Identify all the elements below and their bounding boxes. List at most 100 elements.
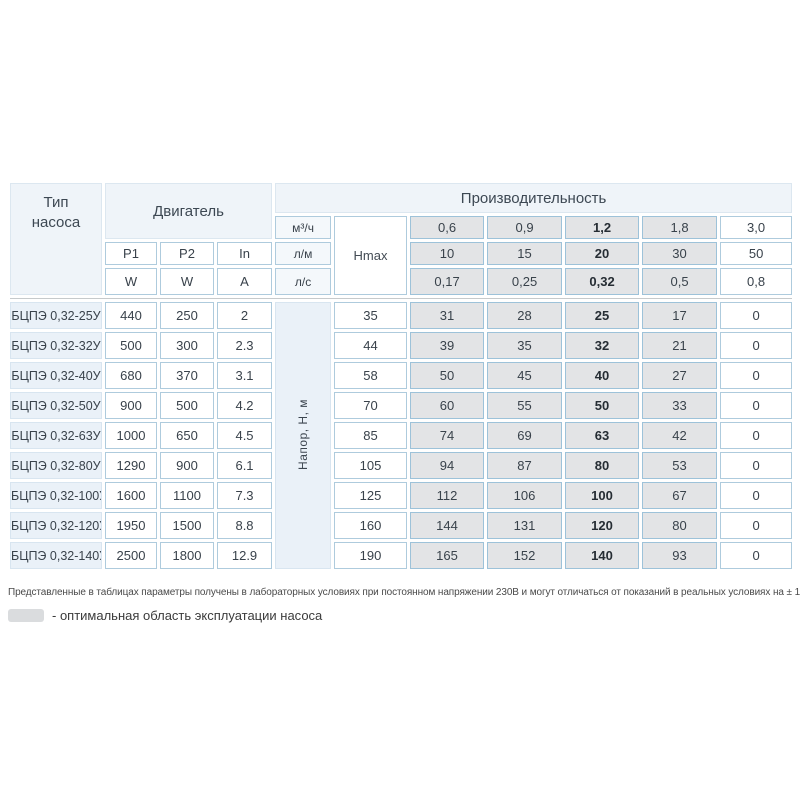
head-value-cell: 53 <box>642 452 718 479</box>
motor-unit-w2: W <box>160 268 214 295</box>
head-value-cell-optimal: 32 <box>565 332 640 359</box>
head-value-cell: 27 <box>642 362 718 389</box>
flow-value-cell: 1,8 <box>642 216 718 239</box>
pump-name-cell: БЦПЭ 0,32-63У <box>10 422 102 449</box>
flow-value-cell-optimal: 1,2 <box>565 216 640 239</box>
flow-value-cell: 0,8 <box>720 268 793 295</box>
flow-value-cell-optimal: 20 <box>565 242 640 265</box>
head-value-cell: 144 <box>410 512 485 539</box>
in-cell: 2.3 <box>217 332 273 359</box>
hmax-cell: 44 <box>334 332 408 359</box>
p2-cell: 650 <box>160 422 214 449</box>
flow-unit-lm: л/м <box>275 242 332 265</box>
head-value-cell: 0 <box>720 482 793 509</box>
head-value-cell: 94 <box>410 452 485 479</box>
pump-name-cell: БЦПЭ 0,32-50У <box>10 392 102 419</box>
p2-cell: 1100 <box>160 482 214 509</box>
head-value-cell: 93 <box>642 542 718 569</box>
in-cell: 7.3 <box>217 482 273 509</box>
pump-name-cell: БЦПЭ 0,32-140У <box>10 542 102 569</box>
head-value-cell-optimal: 63 <box>565 422 640 449</box>
header-performance: Производительность <box>275 183 793 213</box>
head-value-cell: 106 <box>487 482 563 509</box>
head-value-cell: 0 <box>720 362 793 389</box>
pump-name-cell: БЦПЭ 0,32-40У <box>10 362 102 389</box>
p1-cell: 440 <box>105 302 157 329</box>
flow-value-cell: 15 <box>487 242 563 265</box>
p2-cell: 900 <box>160 452 214 479</box>
head-value-cell: 42 <box>642 422 718 449</box>
p1-cell: 500 <box>105 332 157 359</box>
head-value-cell: 33 <box>642 392 718 419</box>
head-value-cell: 0 <box>720 422 793 449</box>
motor-col-p1: P1 <box>105 242 157 265</box>
p2-cell: 500 <box>160 392 214 419</box>
hmax-cell: 35 <box>334 302 408 329</box>
head-value-cell-optimal: 40 <box>565 362 640 389</box>
pump-name-cell: БЦПЭ 0,32-120У <box>10 512 102 539</box>
flow-value-cell: 30 <box>642 242 718 265</box>
in-cell: 2 <box>217 302 273 329</box>
p2-cell: 370 <box>160 362 214 389</box>
p1-cell: 1950 <box>105 512 157 539</box>
head-value-cell: 35 <box>487 332 563 359</box>
head-value-cell: 45 <box>487 362 563 389</box>
header-motor: Двигатель <box>105 183 273 239</box>
footnote: Представленные в таблицах параметры полу… <box>8 587 800 598</box>
pump-name-cell: БЦПЭ 0,32-80У <box>10 452 102 479</box>
head-value-cell: 87 <box>487 452 563 479</box>
head-value-cell: 0 <box>720 392 793 419</box>
legend-swatch <box>8 609 44 622</box>
header-hmax: Hmax <box>334 216 408 295</box>
head-value-cell-optimal: 140 <box>565 542 640 569</box>
hmax-cell: 190 <box>334 542 408 569</box>
pump-name-cell: БЦПЭ 0,32-32У <box>10 332 102 359</box>
hmax-cell: 160 <box>334 512 408 539</box>
hmax-cell: 70 <box>334 392 408 419</box>
flow-value-cell: 10 <box>410 242 485 265</box>
head-value-cell: 131 <box>487 512 563 539</box>
head-value-cell: 0 <box>720 542 793 569</box>
head-value-cell: 60 <box>410 392 485 419</box>
p1-cell: 900 <box>105 392 157 419</box>
pump-spec-table: Тип насоса Двигатель Производительность … <box>7 180 795 572</box>
head-value-cell: 74 <box>410 422 485 449</box>
head-value-cell: 80 <box>642 512 718 539</box>
head-value-cell: 17 <box>642 302 718 329</box>
head-value-cell: 55 <box>487 392 563 419</box>
p1-cell: 1600 <box>105 482 157 509</box>
p2-cell: 1800 <box>160 542 214 569</box>
flow-value-cell-optimal: 0,32 <box>565 268 640 295</box>
p1-cell: 2500 <box>105 542 157 569</box>
motor-unit-a: A <box>217 268 273 295</box>
legend: - оптимальная область эксплуатации насос… <box>8 608 322 623</box>
header-pump-type: Тип насоса <box>10 183 102 295</box>
flow-value-cell: 50 <box>720 242 793 265</box>
head-value-cell: 39 <box>410 332 485 359</box>
flow-value-cell: 0,25 <box>487 268 563 295</box>
head-value-cell-optimal: 80 <box>565 452 640 479</box>
pump-spec-table-wrap: Тип насоса Двигатель Производительность … <box>7 180 795 572</box>
head-value-cell: 112 <box>410 482 485 509</box>
hmax-cell: 105 <box>334 452 408 479</box>
header-body-separator <box>10 298 793 299</box>
in-cell: 12.9 <box>217 542 273 569</box>
head-value-cell: 165 <box>410 542 485 569</box>
motor-col-p2: P2 <box>160 242 214 265</box>
flow-value-cell: 0,6 <box>410 216 485 239</box>
head-value-cell-optimal: 100 <box>565 482 640 509</box>
head-value-cell-optimal: 120 <box>565 512 640 539</box>
p1-cell: 680 <box>105 362 157 389</box>
motor-col-in: In <box>217 242 273 265</box>
hmax-cell: 125 <box>334 482 408 509</box>
in-cell: 6.1 <box>217 452 273 479</box>
pump-name-cell: БЦПЭ 0,32-100У <box>10 482 102 509</box>
head-value-cell: 0 <box>720 302 793 329</box>
hmax-cell: 85 <box>334 422 408 449</box>
head-value-cell: 31 <box>410 302 485 329</box>
p2-cell: 1500 <box>160 512 214 539</box>
head-value-cell-optimal: 25 <box>565 302 640 329</box>
legend-label: - оптимальная область эксплуатации насос… <box>52 608 323 623</box>
head-value-cell: 152 <box>487 542 563 569</box>
